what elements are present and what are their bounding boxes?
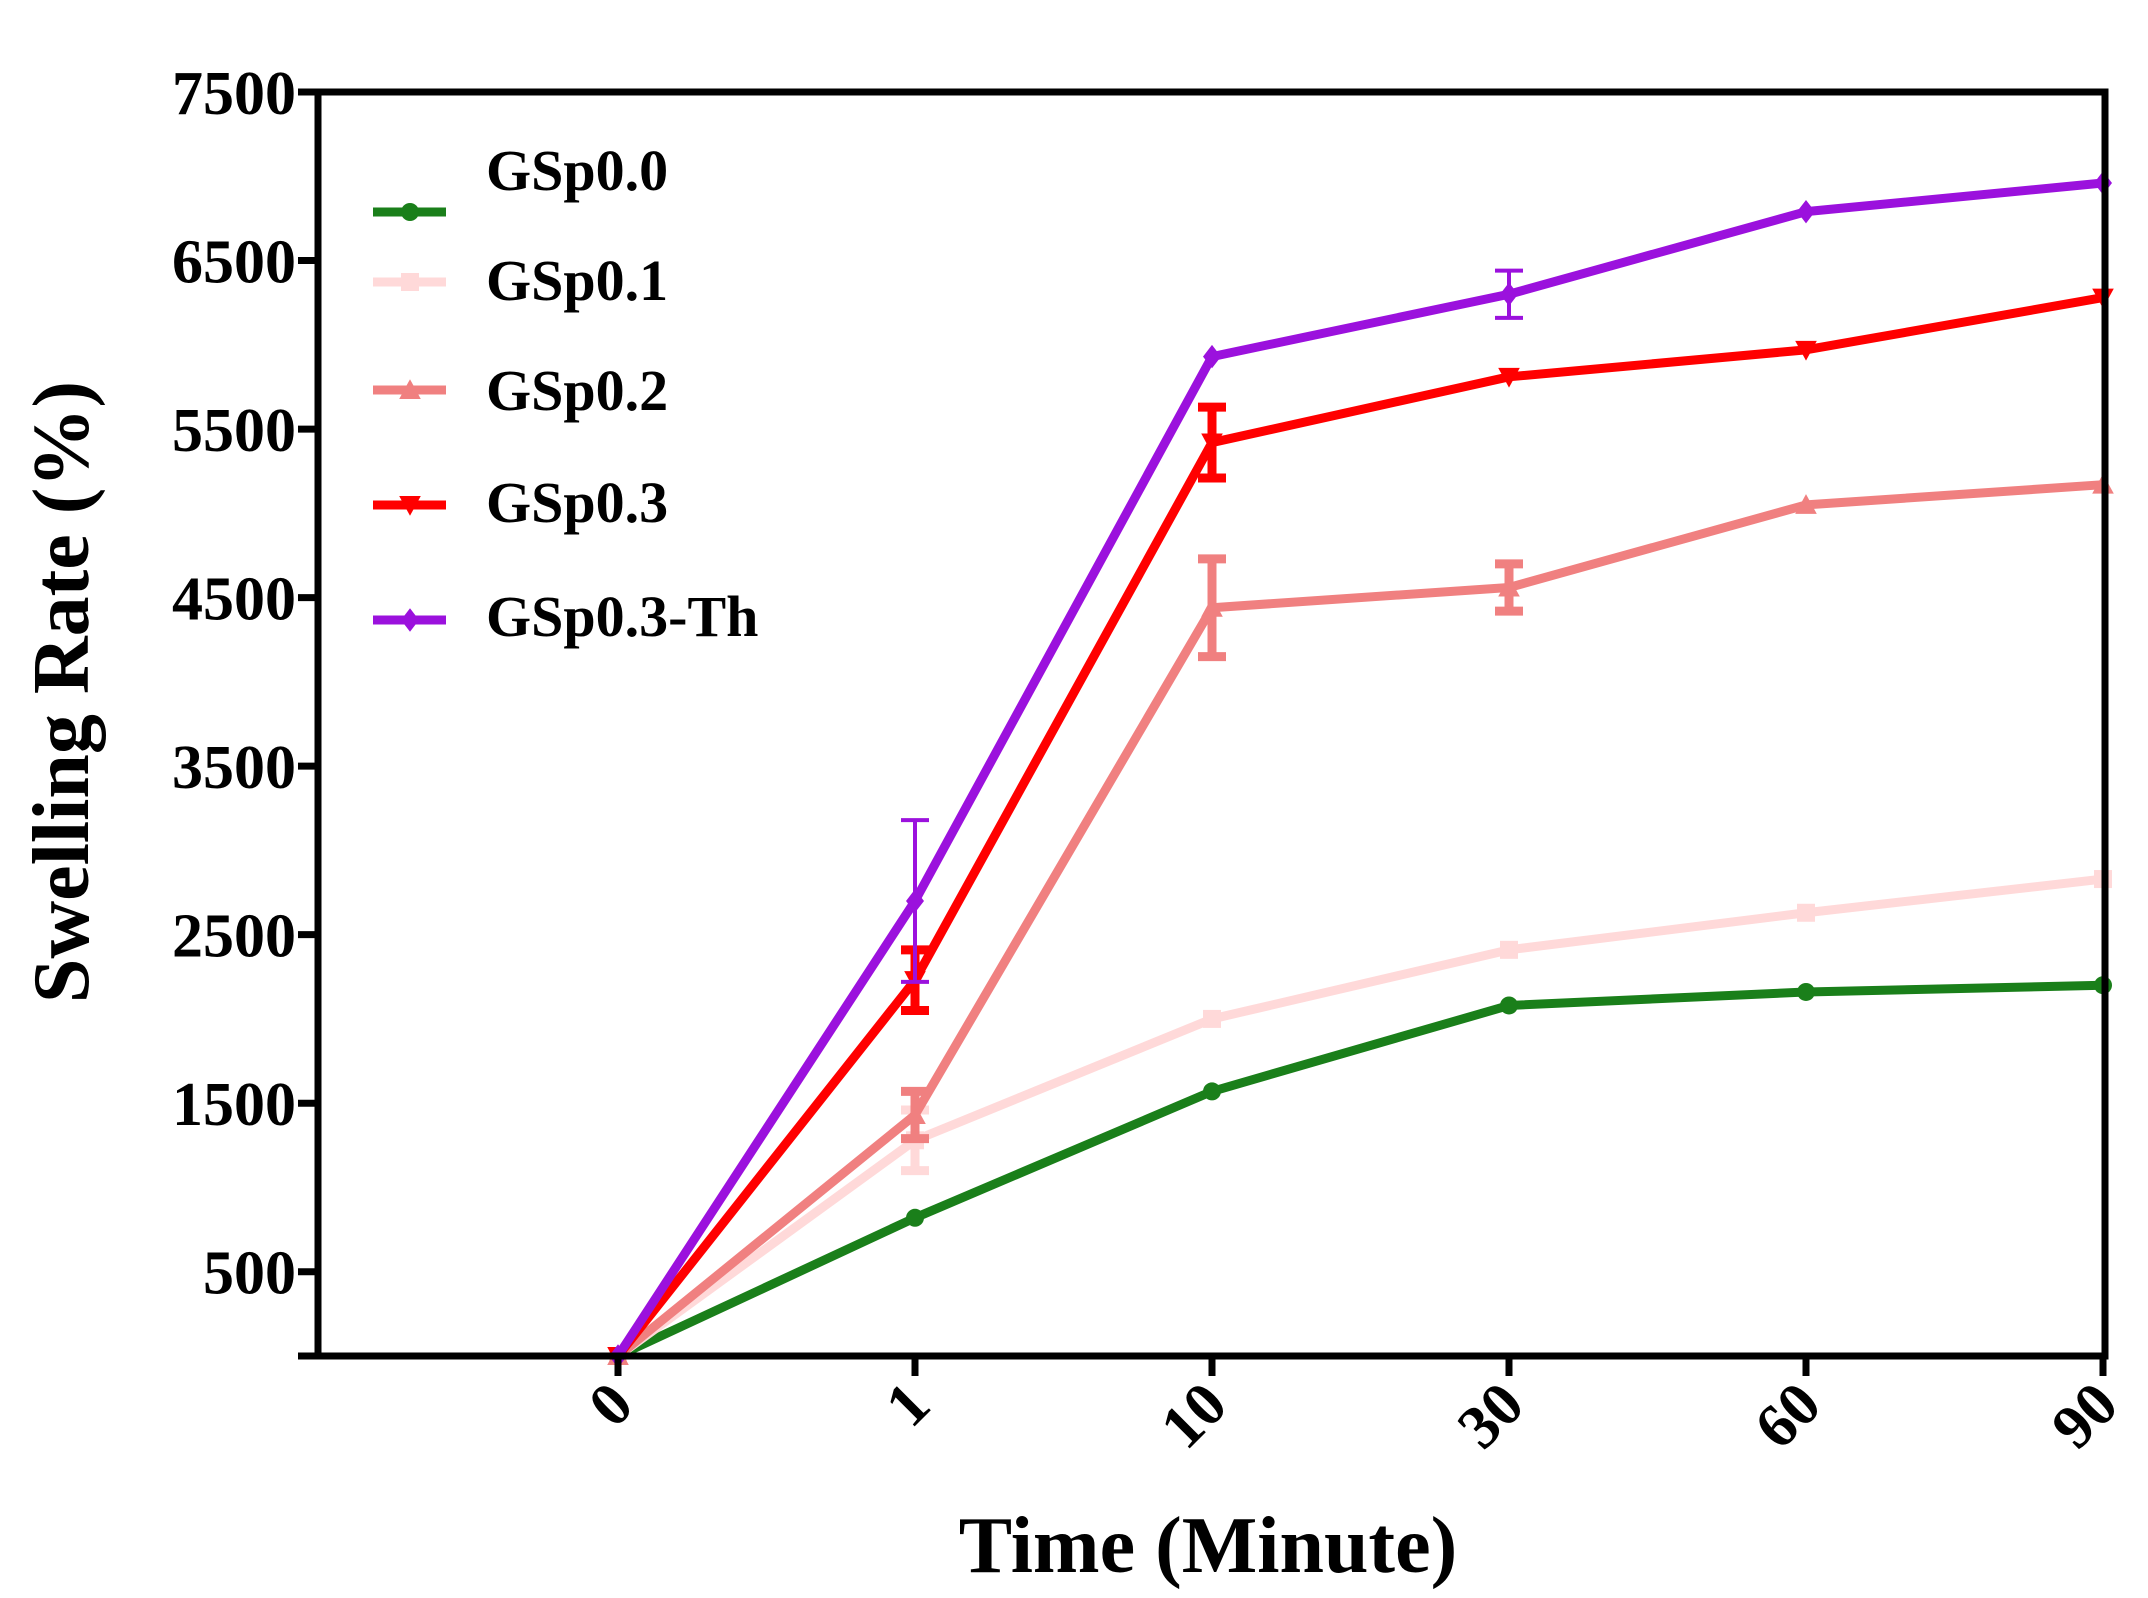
y-tick-label: 2500 xyxy=(172,903,296,971)
x-tick-label: 10 xyxy=(1148,1370,1240,1462)
legend-swatch-marker xyxy=(401,203,419,221)
legend-label: GSp0.0 xyxy=(486,138,668,203)
x-axis-title: Time (Minute) xyxy=(959,1502,1457,1590)
data-point xyxy=(1797,982,1815,1001)
series-layer xyxy=(607,171,2114,1368)
y-tick-label: 1500 xyxy=(172,1071,296,1139)
legend-entry: GSp0.3-Th xyxy=(373,584,758,649)
y-tick-label: 5500 xyxy=(172,397,296,465)
x-tick-label: 60 xyxy=(1742,1370,1834,1462)
data-point xyxy=(1797,199,1815,224)
data-point xyxy=(1203,1009,1221,1028)
legend-entry: GSp0.2 xyxy=(373,358,668,423)
series-gsp0-1 xyxy=(609,870,2112,1365)
x-tick-label: 0 xyxy=(576,1370,646,1440)
y-tick-label: 6500 xyxy=(172,229,296,297)
series-line xyxy=(614,178,2104,1359)
data-point xyxy=(1500,282,1518,306)
axes-layer: 500 1500 2500 3500 4500 5500 6500 7500 0 1 10 30 60 9… xyxy=(172,60,2131,1462)
legend-swatch-marker xyxy=(401,273,419,291)
x-tick-label: 30 xyxy=(1445,1370,1537,1462)
data-point xyxy=(1795,494,1817,514)
legend-label: GSp0.1 xyxy=(486,248,668,313)
legend-entry: GSp0.1 xyxy=(373,248,668,313)
y-tick-label: 3500 xyxy=(172,734,296,802)
series-gsp0-2 xyxy=(607,473,2114,1365)
data-point xyxy=(1203,1082,1221,1101)
y-tick-label: 7500 xyxy=(172,60,296,128)
series-line xyxy=(615,480,2104,1360)
series-line xyxy=(615,874,2104,1360)
data-point xyxy=(904,1104,926,1124)
y-axis-title: Swelling Rate (%) xyxy=(18,381,106,1003)
legend-label: GSp0.3 xyxy=(486,470,668,535)
data-point xyxy=(1795,340,1817,361)
series-line xyxy=(614,293,2104,1359)
data-point xyxy=(1201,596,1223,617)
series-line xyxy=(616,980,2104,1361)
data-point xyxy=(1500,940,1518,959)
legend-swatch-marker xyxy=(399,496,421,516)
data-point xyxy=(1203,344,1221,369)
data-point xyxy=(906,889,924,913)
legend-label: GSp0.3-Th xyxy=(486,584,758,649)
legend-swatch-marker xyxy=(401,608,419,632)
data-point xyxy=(1500,996,1518,1015)
legend-label: GSp0.2 xyxy=(486,358,668,423)
x-tick-label: 90 xyxy=(2039,1370,2131,1462)
y-tick-label: 4500 xyxy=(172,566,296,634)
legend: GSp0.0 GSp0.1 GSp0.2 GSp0.3 GSp0.3-Th xyxy=(373,138,758,649)
x-tick-label: 1 xyxy=(873,1370,943,1440)
data-point xyxy=(1201,433,1223,454)
data-point xyxy=(1498,576,1520,597)
y-tick-label: 500 xyxy=(203,1240,296,1308)
series-gsp0-3-th xyxy=(609,171,2112,1368)
series-gsp0-0 xyxy=(609,976,2112,1365)
legend-entry: GSp0.0 xyxy=(373,138,668,221)
data-point xyxy=(906,1208,924,1227)
legend-entry: GSp0.3 xyxy=(373,470,668,535)
data-point xyxy=(1797,903,1815,922)
legend-swatch-marker xyxy=(399,379,421,399)
data-point xyxy=(1498,367,1520,388)
